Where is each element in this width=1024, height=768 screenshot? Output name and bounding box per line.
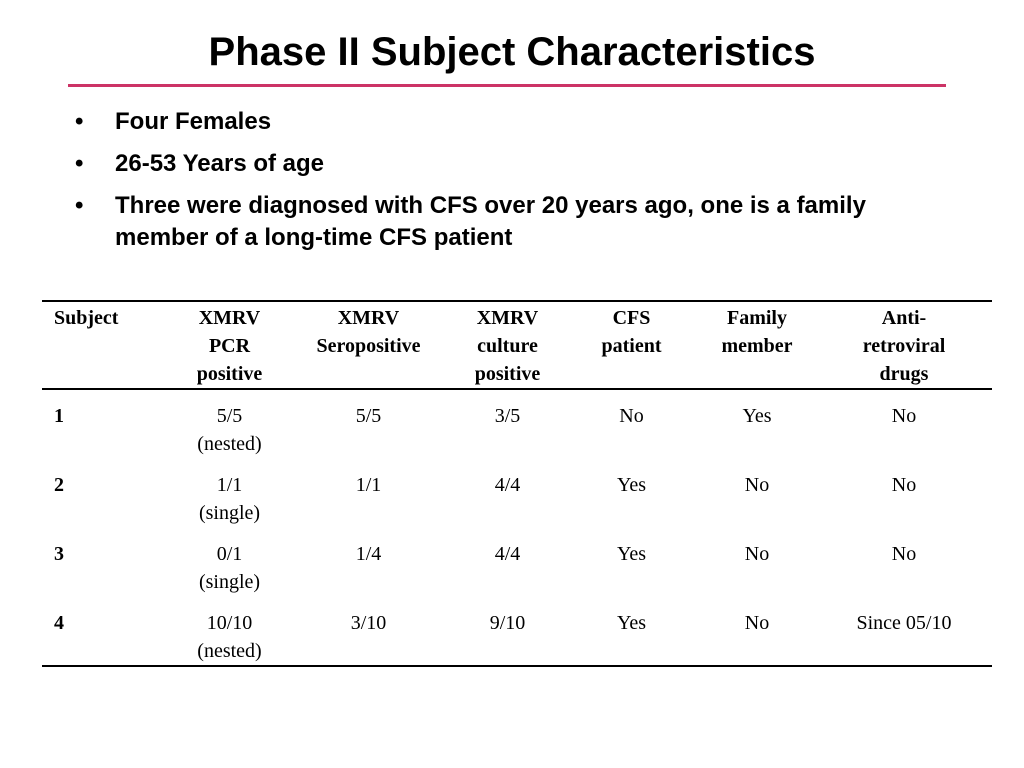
bullet-item: • 26-53 Years of age	[75, 148, 955, 180]
header-xmrv-culture: XMRV culture positive	[450, 300, 565, 390]
cell-seropositive: 1/1	[355, 474, 382, 496]
cell-cfs: Yes	[616, 474, 647, 496]
cell-subject: 3	[54, 543, 64, 565]
bullet-dot-icon: •	[75, 150, 84, 177]
cell-family: No	[744, 543, 770, 565]
cell-cfs: Yes	[616, 543, 647, 565]
table-row: 4 10/10 (nested) 3/10 9/10 Yes No Since …	[42, 597, 992, 667]
cell-culture: 4/4	[494, 543, 521, 565]
cell-seropositive: 1/4	[355, 543, 382, 565]
bullet-dot-icon: •	[75, 108, 84, 135]
title-underline	[68, 84, 946, 87]
cell-family: Yes	[742, 405, 772, 427]
cell-cfs: No	[619, 405, 644, 427]
bullet-item: • Three were diagnosed with CFS over 20 …	[75, 190, 955, 254]
cell-seropositive: 3/10	[287, 597, 450, 667]
cell-cfs: Yes	[565, 597, 698, 667]
table-row: 3 0/1 (single) 1/4 4/4 Yes No No	[42, 528, 992, 597]
bullet-item: • Four Females	[75, 106, 955, 138]
table-row: 1 5/5 (nested) 5/5 3/5 No Yes No	[42, 389, 992, 459]
bullet-text: Four Females	[115, 108, 272, 135]
header-subject: Subject	[42, 300, 172, 390]
table-row: 2 1/1 (single) 1/1 4/4 Yes No No	[42, 459, 992, 528]
cell-pcr: 5/5 (nested)	[197, 405, 262, 455]
cell-antiretroviral: Since 05/10	[816, 597, 992, 667]
header-cfs-patient: CFS patient	[565, 300, 698, 390]
cell-family: No	[698, 597, 816, 667]
cell-antiretroviral: No	[891, 405, 917, 427]
cell-pcr: 0/1 (single)	[198, 543, 261, 593]
bullet-text: Three were diagnosed with CFS over 20 ye…	[115, 192, 866, 251]
bullet-text: 26-53 Years of age	[115, 150, 325, 177]
table-header-row: Subject XMRV PCR positive XMRV Seroposit…	[42, 300, 992, 390]
cell-culture: 9/10	[450, 597, 565, 667]
cell-subject: 2	[54, 474, 64, 496]
bullet-dot-icon: •	[75, 192, 84, 219]
cell-culture: 3/5	[494, 405, 521, 427]
cell-seropositive: 5/5	[355, 405, 382, 427]
cell-subject: 4	[42, 597, 172, 667]
cell-culture: 4/4	[494, 474, 521, 496]
cell-antiretroviral: No	[891, 543, 917, 565]
subject-table: Subject XMRV PCR positive XMRV Seroposit…	[42, 300, 992, 667]
cell-pcr: 1/1 (single)	[198, 474, 261, 524]
cell-subject: 1	[54, 405, 64, 427]
header-antiretroviral: Anti- retroviral drugs	[816, 300, 992, 390]
cell-antiretroviral: No	[891, 474, 917, 496]
cell-family: No	[744, 474, 770, 496]
header-xmrv-seropositive: XMRV Seropositive	[287, 300, 450, 390]
header-xmrv-pcr: XMRV PCR positive	[172, 300, 287, 390]
header-family-member: Family member	[698, 300, 816, 390]
cell-pcr: 10/10 (nested)	[172, 597, 287, 667]
bullet-list: • Four Females • 26-53 Years of age • Th…	[75, 106, 955, 264]
slide-title: Phase II Subject Characteristics	[208, 30, 816, 74]
